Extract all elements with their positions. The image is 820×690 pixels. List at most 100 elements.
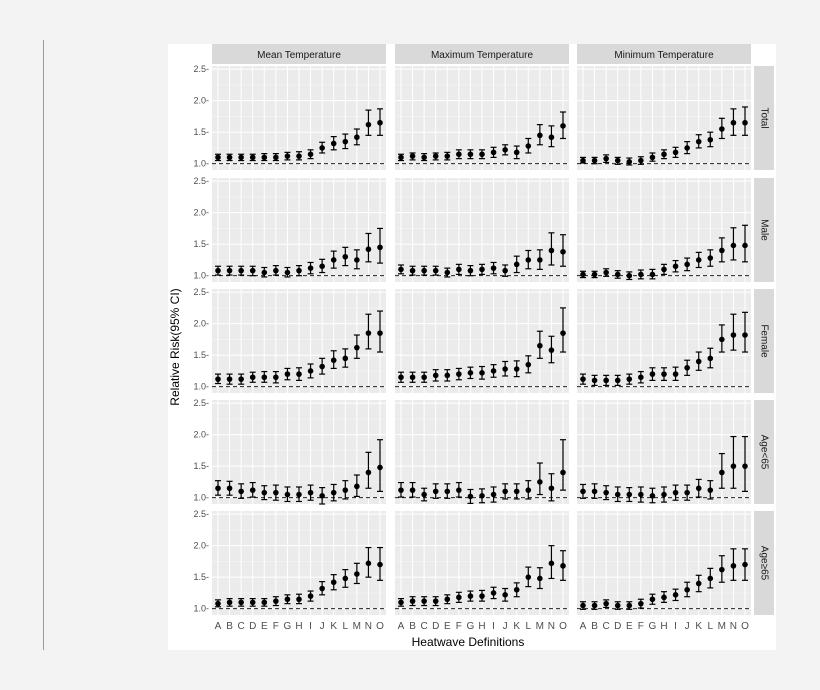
estimate-point xyxy=(238,267,244,274)
estimate-point xyxy=(537,257,543,263)
row-strip xyxy=(754,178,774,282)
estimate-point xyxy=(238,154,244,161)
facet-panel xyxy=(395,400,569,504)
estimate-point xyxy=(560,563,566,569)
facet-panel xyxy=(212,66,386,170)
estimate-point xyxy=(444,596,451,603)
estimate-point xyxy=(591,271,598,278)
y-tick-label: 1.5- xyxy=(193,350,209,360)
estimate-point xyxy=(638,157,644,164)
y-tick-label: 2.5- xyxy=(193,64,209,74)
x-tick-label: F xyxy=(456,621,462,632)
estimate-point xyxy=(226,154,233,161)
estimate-point xyxy=(661,266,667,273)
estimate-point xyxy=(249,374,256,381)
estimate-point xyxy=(591,602,598,609)
estimate-point xyxy=(719,566,725,573)
estimate-point xyxy=(273,267,279,274)
estimate-point xyxy=(215,600,221,607)
estimate-point xyxy=(525,143,532,149)
y-tick-label: 2.0- xyxy=(193,96,209,106)
estimate-point xyxy=(284,596,291,603)
estimate-point xyxy=(409,153,416,159)
column-strip xyxy=(577,44,751,64)
x-tick-label: L xyxy=(526,621,532,632)
facet-panel xyxy=(395,289,569,393)
estimate-point xyxy=(432,598,439,604)
estimate-point xyxy=(226,376,233,382)
estimate-point xyxy=(591,377,598,384)
estimate-point xyxy=(365,560,372,567)
row-strip-label: Age<65 xyxy=(758,435,769,470)
row-strip xyxy=(754,289,774,393)
estimate-point xyxy=(490,368,497,374)
page-divider-line xyxy=(43,40,44,650)
estimate-point xyxy=(626,272,633,279)
estimate-point xyxy=(444,153,451,159)
estimate-point xyxy=(560,123,566,129)
estimate-point xyxy=(284,269,291,276)
column-strip-label: Minimum Temperature xyxy=(614,50,714,61)
estimate-point xyxy=(365,246,372,253)
x-tick-label: B xyxy=(226,621,233,632)
estimate-point xyxy=(537,479,543,485)
y-tick-label: 2.0- xyxy=(193,208,209,218)
row-strip-label: Female xyxy=(758,324,769,358)
estimate-point xyxy=(695,485,702,492)
x-tick-label: A xyxy=(580,621,587,632)
estimate-point xyxy=(603,489,609,496)
estimate-point xyxy=(456,151,462,158)
x-tick-label: O xyxy=(376,621,384,632)
x-tick-label: O xyxy=(559,621,567,632)
estimate-point xyxy=(638,491,644,498)
x-tick-label: G xyxy=(649,621,657,632)
estimate-point xyxy=(695,358,702,365)
estimate-point xyxy=(502,147,508,153)
estimate-point xyxy=(467,593,474,599)
estimate-point xyxy=(307,593,314,599)
estimate-point xyxy=(421,374,427,381)
estimate-point xyxy=(649,493,656,499)
estimate-point xyxy=(432,488,439,495)
x-tick-label: D xyxy=(249,621,256,632)
estimate-point xyxy=(421,154,427,161)
estimate-point xyxy=(215,376,221,382)
estimate-point xyxy=(354,571,360,577)
estimate-point xyxy=(307,151,314,158)
estimate-point xyxy=(537,575,543,582)
estimate-point xyxy=(319,493,325,499)
x-tick-label: D xyxy=(432,621,439,632)
estimate-point xyxy=(707,255,714,261)
estimate-point xyxy=(456,594,462,601)
estimate-point xyxy=(730,463,737,469)
estimate-point xyxy=(330,257,337,263)
estimate-point xyxy=(444,372,451,379)
x-tick-label: G xyxy=(284,621,292,632)
estimate-point xyxy=(580,157,586,164)
x-tick-label: M xyxy=(718,621,726,632)
estimate-point xyxy=(695,580,702,587)
estimate-point xyxy=(432,267,439,274)
estimate-point xyxy=(695,138,702,145)
estimate-point xyxy=(398,266,404,273)
estimate-point xyxy=(409,374,416,381)
x-tick-label: E xyxy=(626,621,633,632)
estimate-point xyxy=(513,366,520,372)
estimate-point xyxy=(502,366,508,372)
estimate-point xyxy=(525,574,532,580)
estimate-point xyxy=(525,361,532,368)
estimate-point xyxy=(432,153,439,159)
y-tick-label: 2.5- xyxy=(193,509,209,519)
estimate-point xyxy=(614,271,621,278)
facet-panel xyxy=(577,400,751,504)
estimate-point xyxy=(591,488,598,495)
estimate-point xyxy=(626,602,633,609)
facet-panel xyxy=(212,178,386,282)
estimate-point xyxy=(456,371,462,377)
estimate-point xyxy=(719,247,725,254)
x-tick-label: O xyxy=(741,621,749,632)
estimate-point xyxy=(354,134,360,141)
estimate-point xyxy=(398,599,404,606)
estimate-point xyxy=(296,371,302,377)
estimate-point xyxy=(284,371,291,377)
